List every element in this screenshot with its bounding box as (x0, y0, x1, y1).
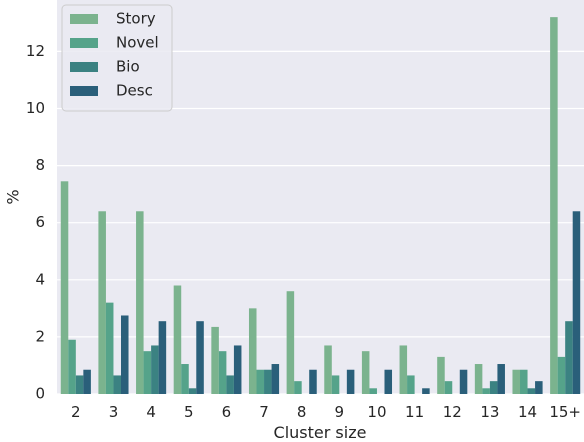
x-tick-label: 2 (71, 403, 81, 421)
x-tick-label: 9 (335, 403, 345, 421)
bar-story (324, 345, 332, 394)
bar-desc (309, 369, 317, 394)
bar-story (437, 356, 445, 394)
bar-story (361, 351, 370, 394)
legend-label: Novel (116, 34, 159, 52)
bar-novel (68, 339, 76, 394)
legend-swatch (70, 14, 98, 24)
bar-desc (459, 369, 468, 394)
bar-novel (331, 375, 340, 394)
bar-story (136, 211, 144, 394)
x-axis-label: Cluster size (274, 423, 367, 442)
bar-story (550, 17, 558, 395)
x-tick-label: 6 (222, 403, 232, 421)
legend-label: Bio (116, 58, 140, 76)
x-tick-label: 14 (518, 403, 537, 421)
bar-novel (143, 351, 152, 394)
bar-bio (151, 345, 159, 394)
bar-novel (557, 356, 566, 394)
bar-bio (113, 375, 121, 394)
y-tick-label: 2 (35, 327, 45, 345)
bar-desc (572, 211, 581, 394)
legend-swatch (70, 62, 98, 72)
bar-story (286, 291, 295, 394)
legend-swatch (70, 86, 98, 96)
y-tick-label: 0 (35, 385, 45, 403)
bar-bio (264, 369, 272, 394)
bar-story (173, 285, 182, 394)
x-tick-labels: 2 3 4 5 6 7 8 9 10 11 12 13 14 15+ (71, 403, 581, 421)
bars (60, 17, 581, 395)
bar-story (248, 308, 257, 394)
x-tick-label: 8 (297, 403, 307, 421)
x-tick-label: 11 (405, 403, 424, 421)
bar-story (211, 326, 219, 394)
bar-desc (497, 364, 505, 394)
x-tick-label: 4 (146, 403, 156, 421)
y-tick-labels: 0 2 4 6 8 10 12 (26, 42, 45, 403)
x-tick-label: 13 (480, 403, 499, 421)
legend-frame (61, 4, 173, 112)
bar-novel (181, 364, 189, 394)
y-tick-label: 4 (35, 270, 45, 288)
legend: Story Novel Bio Desc (61, 4, 173, 112)
bar-novel (482, 388, 490, 394)
bar-novel (444, 381, 453, 394)
bar-story (474, 364, 483, 394)
bar-desc (83, 369, 91, 394)
x-tick-label: 5 (184, 403, 194, 421)
x-tick-label: 15+ (549, 403, 581, 421)
bar-novel (520, 369, 528, 394)
bar-bio (75, 375, 84, 394)
bar-novel (369, 388, 377, 394)
bar-bio (527, 388, 536, 394)
legend-swatch (70, 38, 98, 48)
y-tick-label: 10 (26, 99, 45, 117)
bar-novel (105, 302, 114, 394)
bar-story (98, 211, 106, 394)
x-tick-label: 10 (367, 403, 386, 421)
bar-desc (120, 315, 129, 394)
bar-story (512, 369, 521, 394)
y-tick-label: 12 (26, 42, 45, 60)
bar-desc (422, 388, 430, 394)
bar-novel (407, 375, 415, 394)
bar-story (399, 345, 408, 394)
y-tick-label: 6 (35, 213, 45, 231)
legend-label: Story (116, 10, 156, 28)
bar-bio (565, 321, 573, 394)
bar-bio (226, 375, 234, 394)
bar-novel (256, 369, 265, 394)
bar-desc (384, 369, 393, 394)
y-tick-label: 8 (35, 156, 45, 174)
bar-desc (271, 364, 280, 394)
bar-novel (294, 381, 302, 394)
bar-story (60, 181, 69, 394)
x-tick-label: 12 (443, 403, 462, 421)
bar-desc (233, 345, 242, 394)
bar-desc (535, 381, 543, 394)
y-axis-label: % (4, 189, 23, 204)
bar-bio (489, 381, 498, 394)
x-tick-label: 3 (109, 403, 119, 421)
bar-desc (158, 321, 167, 394)
legend-label: Desc (116, 82, 153, 100)
x-tick-label: 7 (259, 403, 269, 421)
bar-desc (196, 321, 204, 394)
bar-bio (188, 388, 197, 394)
bar-novel (218, 351, 227, 394)
bar-desc (346, 369, 355, 394)
